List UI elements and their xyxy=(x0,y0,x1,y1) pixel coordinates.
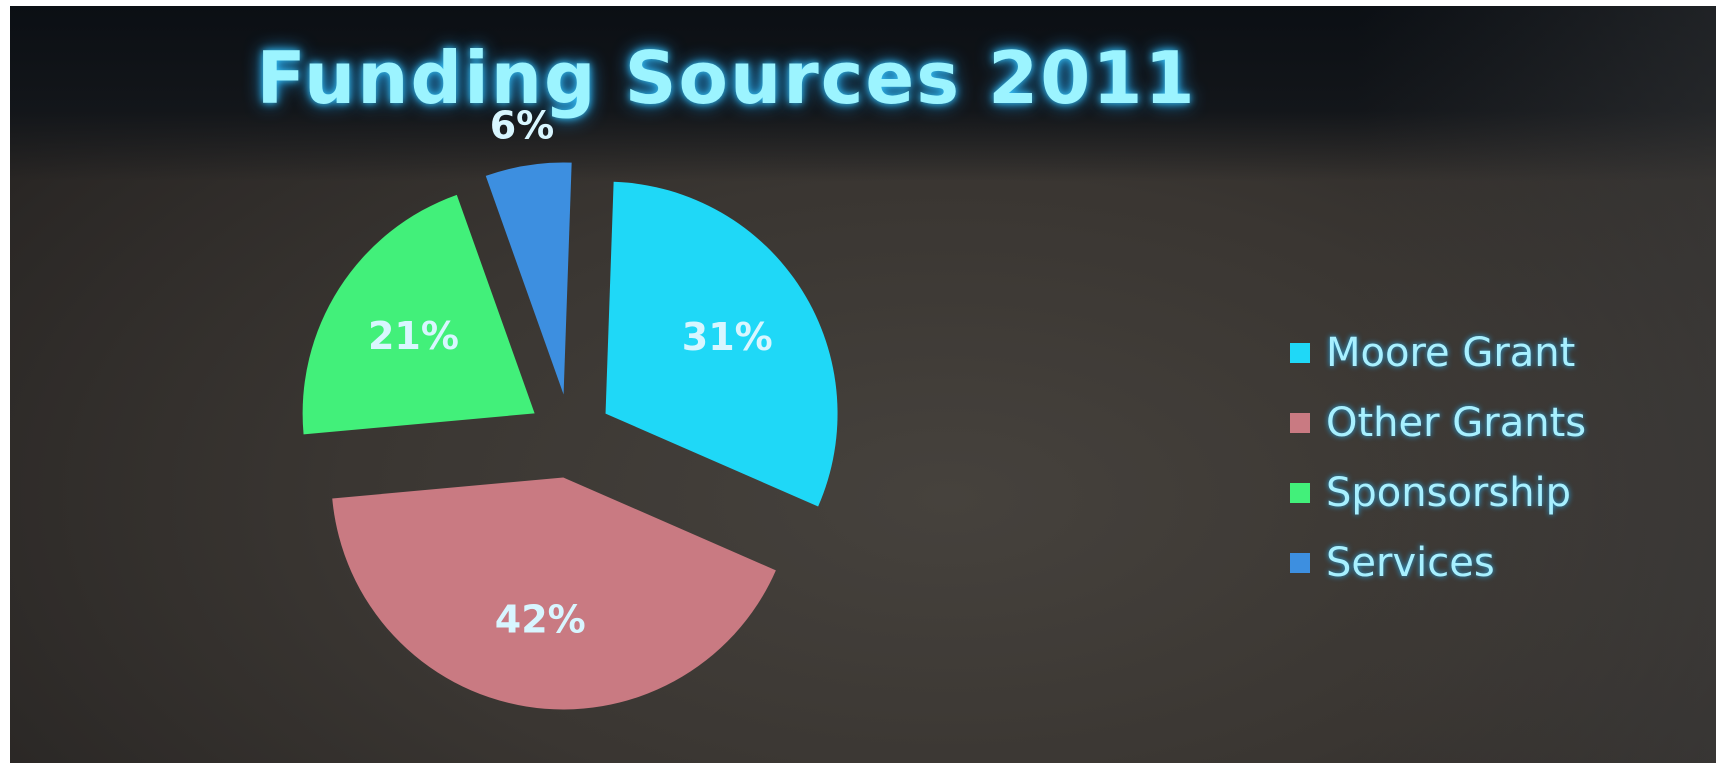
pie-slice-sponsorship xyxy=(302,194,535,435)
slide-top-band xyxy=(10,6,1716,181)
pie-slice-other-grants xyxy=(332,477,776,710)
slide-frame: Funding Sources 2011 31% 42% 21% 6% Moore G… xyxy=(10,6,1716,763)
legend-swatch xyxy=(1290,483,1310,503)
pie-slice-moore-grant xyxy=(605,181,838,507)
legend-label: Services xyxy=(1326,540,1495,586)
legend-item: Sponsorship xyxy=(1290,458,1586,528)
pie-slice-label: 21% xyxy=(368,314,459,358)
chart-legend: Moore Grant Other Grants Sponsorship Ser… xyxy=(1290,318,1586,598)
legend-label: Sponsorship xyxy=(1326,470,1572,516)
pie-slice-services xyxy=(485,162,572,395)
legend-swatch xyxy=(1290,343,1310,363)
legend-item: Other Grants xyxy=(1290,388,1586,458)
chart-title: Funding Sources 2011 xyxy=(256,36,1197,120)
pie-slices xyxy=(302,162,838,710)
pie-chart: 31% 42% 21% 6% xyxy=(302,104,838,710)
legend-label: Moore Grant xyxy=(1326,330,1576,376)
legend-label: Other Grants xyxy=(1326,400,1587,446)
legend-item: Services xyxy=(1290,528,1586,598)
slide-right-shade xyxy=(1356,6,1716,763)
pie-slice-label: 42% xyxy=(495,597,586,641)
pie-slice-label: 31% xyxy=(682,315,773,359)
pie-slice-label: 6% xyxy=(490,104,555,148)
legend-swatch xyxy=(1290,413,1310,433)
legend-item: Moore Grant xyxy=(1290,318,1586,388)
legend-swatch xyxy=(1290,553,1310,573)
